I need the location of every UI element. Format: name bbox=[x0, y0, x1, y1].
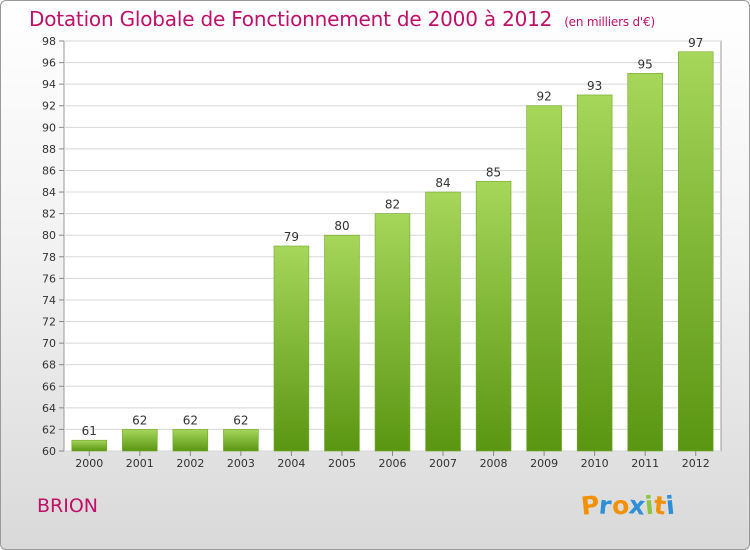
bar-value-label: 80 bbox=[334, 219, 349, 233]
y-tick-label: 74 bbox=[42, 294, 56, 307]
y-tick-label: 80 bbox=[42, 229, 56, 242]
bar-2010 bbox=[576, 94, 613, 452]
x-tick-label: 2004 bbox=[277, 457, 305, 470]
bar-2004 bbox=[273, 245, 310, 452]
y-tick-label: 98 bbox=[42, 35, 56, 48]
bar-value-label: 82 bbox=[385, 198, 400, 212]
y-tick-label: 60 bbox=[42, 445, 56, 458]
y-tick-label: 84 bbox=[42, 186, 56, 199]
y-tick-label: 66 bbox=[42, 380, 56, 393]
y-tick-label: 90 bbox=[42, 121, 56, 134]
y-tick-label: 78 bbox=[42, 251, 56, 264]
bar-2007 bbox=[425, 191, 461, 452]
y-tick-label: 64 bbox=[42, 402, 56, 415]
logo-letter: i bbox=[664, 490, 676, 521]
chart-title: Dotation Globale de Fonctionnement de 20… bbox=[29, 7, 655, 31]
y-tick-label: 92 bbox=[42, 100, 56, 113]
x-tick-label: 2012 bbox=[682, 457, 710, 470]
proxiti-logo[interactable]: Proxiti bbox=[580, 490, 676, 521]
bar-value-label: 84 bbox=[435, 176, 450, 190]
x-tick-label: 2006 bbox=[379, 457, 407, 470]
x-axis: 2000 2001 2002 2003 2004 2005 2006 2007 2008 2009… bbox=[75, 451, 710, 470]
town-name: BRION bbox=[37, 495, 99, 517]
y-tick-label: 96 bbox=[42, 57, 56, 70]
bar-value-label: 79 bbox=[284, 230, 299, 244]
x-tick-label: 2010 bbox=[581, 457, 609, 470]
x-tick-label: 2008 bbox=[480, 457, 508, 470]
bar-2002 bbox=[172, 429, 209, 452]
bar-2005 bbox=[324, 234, 360, 452]
chart-unit: (en milliers d'€) bbox=[564, 15, 655, 29]
bars: 61 62 62 62 79 80 82 84 85 92 93 95 97 bbox=[71, 36, 714, 452]
y-tick-label: 86 bbox=[42, 164, 56, 177]
y-tick-label: 76 bbox=[42, 272, 56, 285]
x-tick-label: 2001 bbox=[126, 457, 154, 470]
bar-2006 bbox=[374, 213, 411, 452]
y-tick-label: 62 bbox=[42, 423, 56, 436]
bar-value-label: 62 bbox=[132, 413, 147, 427]
y-tick-label: 72 bbox=[42, 316, 56, 329]
bar-value-label: 93 bbox=[587, 79, 602, 93]
bar-value-label: 95 bbox=[638, 57, 653, 71]
bar-value-label: 92 bbox=[536, 90, 551, 104]
y-tick-label: 70 bbox=[42, 337, 56, 350]
y-tick-label: 82 bbox=[42, 208, 56, 221]
title-text: Dotation Globale de Fonctionnement de 20… bbox=[29, 7, 553, 31]
bar-2012 bbox=[677, 51, 714, 452]
x-tick-label: 2011 bbox=[631, 457, 659, 470]
bar-2000 bbox=[71, 439, 108, 452]
bar-value-label: 62 bbox=[183, 413, 198, 427]
y-tick-label: 88 bbox=[42, 143, 56, 156]
bar-value-label: 85 bbox=[486, 165, 501, 179]
bar-2009 bbox=[526, 105, 562, 452]
x-tick-label: 2005 bbox=[328, 457, 356, 470]
bar-2001 bbox=[122, 429, 158, 452]
bar-2008 bbox=[475, 180, 512, 452]
bar-value-label: 61 bbox=[82, 424, 97, 438]
bar-2003 bbox=[223, 429, 259, 452]
x-tick-label: 2009 bbox=[530, 457, 558, 470]
bar-2011 bbox=[627, 73, 663, 452]
bar-value-label: 62 bbox=[233, 413, 248, 427]
x-tick-label: 2002 bbox=[176, 457, 204, 470]
x-tick-label: 2007 bbox=[429, 457, 457, 470]
y-axis: 60 62 64 66 68 70 72 74 76 78 80 82 84 86 88 90 92 94 96 98 bbox=[42, 35, 64, 458]
y-tick-label: 94 bbox=[42, 78, 56, 91]
x-tick-label: 2003 bbox=[227, 457, 255, 470]
bar-value-label: 97 bbox=[688, 36, 703, 50]
y-tick-label: 68 bbox=[42, 359, 56, 372]
x-tick-label: 2000 bbox=[75, 457, 103, 470]
